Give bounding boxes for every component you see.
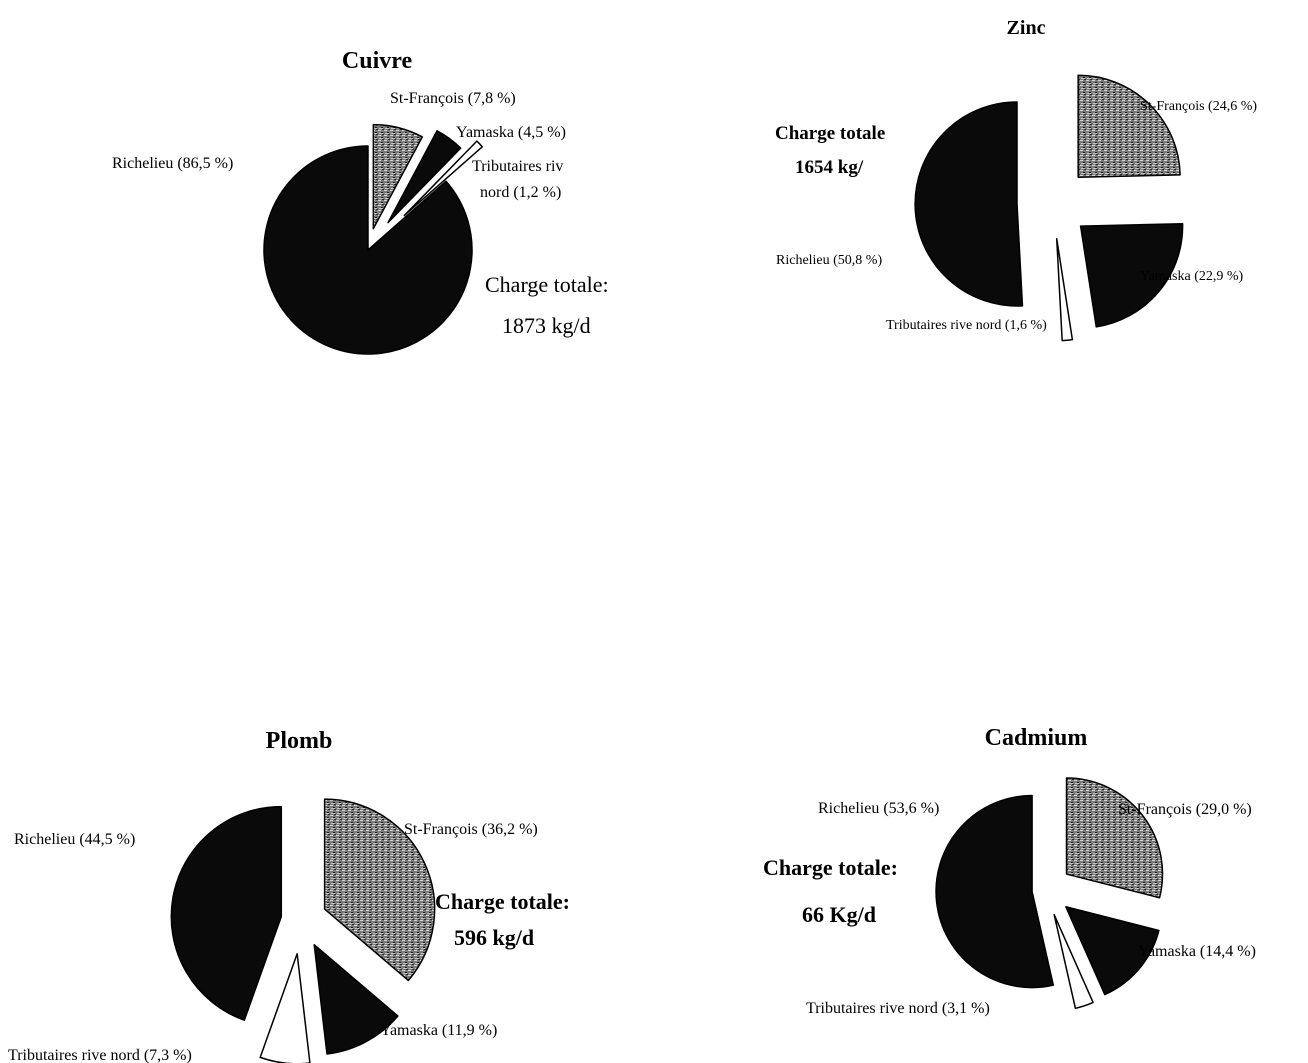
- pie-slice-tributaires: [259, 953, 311, 1063]
- chart-zinc: Zinc St-François (24,6 %) Yamaska (22,9 …: [775, 17, 1257, 342]
- slice-label-yamaska: Yamaska (11,9 %): [380, 1022, 497, 1039]
- slice-label-st-francois: St-François (24,6 %): [1140, 99, 1257, 114]
- pie-slice-tributaires: [1053, 913, 1094, 1010]
- chart-slices: [170, 798, 436, 1063]
- pie-slice-richelieu: [914, 101, 1024, 307]
- slice-label-st-francois: St-François (7,8 %): [390, 90, 516, 107]
- pie-slice-yamaska: [1079, 222, 1184, 328]
- chart-title: Cuivre: [342, 48, 413, 74]
- chart-title: Plomb: [266, 728, 333, 754]
- chart-slices: [935, 777, 1164, 1010]
- slice-label-richelieu: Richelieu (50,8 %): [776, 253, 882, 268]
- slice-label-yamaska: Yamaska (4,5 %): [456, 124, 566, 141]
- pie-slice-richelieu: [263, 145, 473, 355]
- pie-slice-tributaires: [403, 140, 483, 217]
- pie-slice-tributaires: [1055, 238, 1074, 342]
- total-label: Charge totale:: [435, 889, 570, 914]
- chart-cuivre: Cuivre St-François (7,8 %) Yamaska (4,5 …: [112, 48, 609, 355]
- pie-slice-yamaska: [1065, 906, 1160, 996]
- total-value: 596 kg/d: [454, 925, 534, 950]
- total-value: 1873 kg/d: [502, 313, 591, 338]
- slice-label-tributaires: Tributaires rive nord (7,3 %): [8, 1047, 192, 1063]
- slice-label-richelieu: Richelieu (86,5 %): [112, 155, 233, 172]
- total-label: Charge totale:: [485, 272, 609, 297]
- slice-label-richelieu: Richelieu (53,6 %): [818, 800, 939, 817]
- chart-plomb: Plomb St-François (36,2 %) Yamaska (11,9…: [8, 728, 570, 1063]
- pie-slice-richelieu: [935, 794, 1055, 989]
- pie-slice-yamaska: [387, 130, 462, 224]
- pie-slice-st-francois: [1065, 777, 1164, 899]
- pie-slice-st-francois: [1077, 74, 1181, 178]
- slice-label-tributaires: Tributaires rive nord (3,1 %): [806, 1000, 990, 1017]
- pie-slice-yamaska: [313, 943, 399, 1055]
- slice-label-st-francois: St-François (36,2 %): [404, 821, 538, 838]
- total-label: Charge totale: [775, 123, 885, 144]
- total-value: 1654 kg/: [795, 157, 864, 178]
- slice-label-tributaires-line1: Tributaires riv: [472, 158, 563, 175]
- chart-slices: [914, 74, 1184, 342]
- chart-cadmium: Cadmium St-François (29,0 %) Yamaska (14…: [763, 725, 1256, 1017]
- pie-slice-st-francois: [372, 123, 424, 230]
- total-label: Charge totale:: [763, 855, 898, 880]
- pie-slice-st-francois: [323, 798, 436, 982]
- total-value: 66 Kg/d: [802, 902, 876, 927]
- slice-label-richelieu: Richelieu (44,5 %): [14, 831, 135, 848]
- pie-slice-richelieu: [170, 805, 283, 1021]
- slice-label-tributaires: Tributaires rive nord (1,6 %): [886, 318, 1047, 333]
- slice-label-yamaska: Yamaska (14,4 %): [1138, 943, 1256, 960]
- chart-title: Zinc: [1007, 17, 1046, 39]
- chart-title: Cadmium: [985, 725, 1088, 751]
- slice-label-yamaska: Yamaska (22,9 %): [1140, 269, 1244, 284]
- slice-label-tributaires-line2: nord (1,2 %): [480, 184, 561, 201]
- slice-label-st-francois: St-François (29,0 %): [1118, 801, 1252, 818]
- chart-slices: [263, 123, 483, 355]
